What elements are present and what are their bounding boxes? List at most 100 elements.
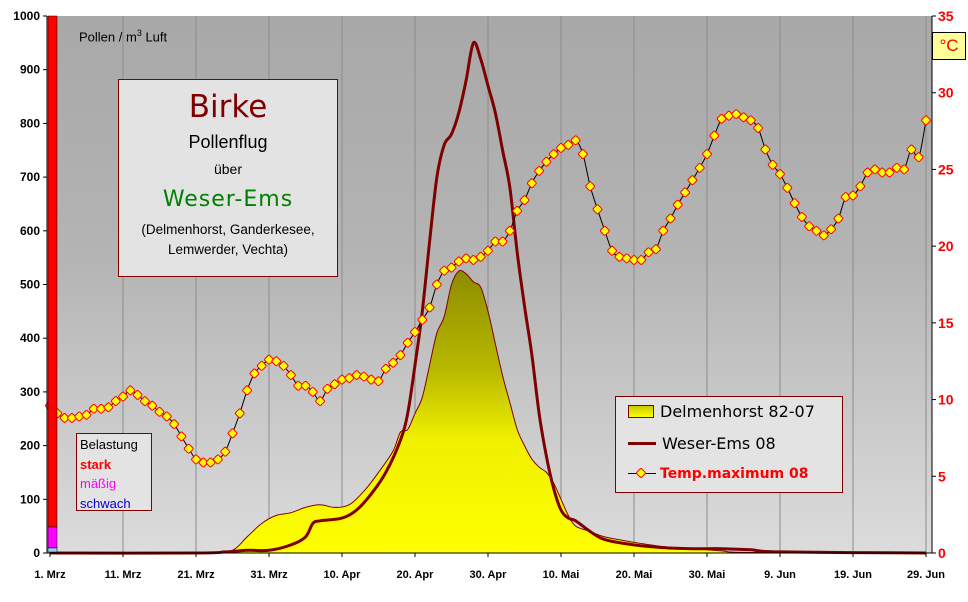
series-weser-ems-line bbox=[49, 40, 927, 555]
temp-marker bbox=[884, 167, 895, 178]
temp-marker bbox=[67, 413, 77, 423]
temp-marker bbox=[512, 206, 523, 216]
svg-text:11. Mrz: 11. Mrz bbox=[105, 569, 142, 581]
temp-marker bbox=[621, 253, 632, 264]
temp-marker bbox=[709, 130, 720, 141]
temp-marker bbox=[541, 156, 552, 167]
temp-marker bbox=[804, 221, 815, 232]
temp-marker bbox=[614, 252, 625, 262]
temp-marker bbox=[351, 370, 362, 380]
right-axis-ticks: 0 5 10 15 20 25 30 35 bbox=[932, 8, 954, 561]
temp-marker bbox=[592, 204, 603, 215]
temp-marker bbox=[74, 411, 85, 422]
temp-marker bbox=[337, 374, 347, 385]
temp-marker bbox=[629, 255, 639, 265]
temp-marker bbox=[906, 144, 917, 155]
temp-marker bbox=[797, 212, 807, 222]
temp-marker bbox=[300, 380, 311, 391]
temp-marker bbox=[490, 236, 501, 247]
svg-text:19. Jun: 19. Jun bbox=[834, 569, 872, 581]
temp-marker bbox=[519, 195, 530, 205]
svg-text:500: 500 bbox=[20, 278, 40, 292]
temp-marker bbox=[81, 410, 92, 420]
temp-marker bbox=[140, 396, 150, 406]
svg-text:31. Mrz: 31. Mrz bbox=[250, 569, 288, 581]
temp-marker bbox=[724, 110, 734, 121]
temp-marker bbox=[855, 181, 866, 192]
svg-text:9. Jun: 9. Jun bbox=[764, 569, 796, 581]
title-box: Birke Pollenflug über Weser-Ems (Delmenh… bbox=[118, 79, 338, 277]
temp-marker bbox=[877, 167, 888, 178]
svg-text:0: 0 bbox=[33, 546, 40, 560]
temp-marker bbox=[125, 385, 136, 396]
svg-text:30. Apr: 30. Apr bbox=[470, 569, 508, 581]
temp-marker bbox=[118, 391, 128, 402]
temp-marker bbox=[461, 253, 471, 264]
marker-swatch-icon bbox=[628, 467, 656, 481]
temp-marker bbox=[213, 454, 223, 465]
level-bar-strong bbox=[47, 15, 58, 528]
temp-marker bbox=[183, 443, 194, 454]
temp-marker bbox=[775, 169, 785, 179]
svg-text:1. Mrz: 1. Mrz bbox=[34, 569, 66, 581]
temp-marker bbox=[636, 255, 647, 265]
legend-item-delmenhorst: Delmenhorst 82-07 bbox=[628, 400, 815, 422]
temp-marker bbox=[599, 225, 610, 236]
chart-legend: Delmenhorst 82-07 Weser-Ems 08 Temp.maxi… bbox=[615, 396, 843, 493]
temp-marker bbox=[249, 368, 260, 379]
temp-marker bbox=[293, 380, 304, 391]
temp-marker bbox=[154, 407, 165, 417]
temp-marker bbox=[767, 159, 778, 170]
x-axis-ticks: 1. Mrz 11. Mrz 21. Mrz 31. Mrz 10. Apr 20. Ap… bbox=[34, 553, 945, 581]
temp-marker bbox=[672, 199, 683, 210]
temp-marker bbox=[607, 245, 617, 256]
svg-text:35: 35 bbox=[938, 8, 954, 24]
temp-marker bbox=[147, 400, 158, 411]
temp-marker bbox=[103, 402, 114, 413]
temp-marker bbox=[256, 360, 267, 371]
region-title: Weser-Ems bbox=[162, 187, 294, 212]
svg-text:15: 15 bbox=[938, 315, 954, 331]
temp-marker bbox=[921, 115, 931, 126]
temp-marker bbox=[380, 364, 391, 374]
line-swatch-icon bbox=[628, 441, 656, 445]
svg-text:200: 200 bbox=[20, 439, 40, 453]
temp-marker bbox=[220, 446, 231, 457]
temp-marker bbox=[811, 225, 822, 236]
temp-marker bbox=[286, 370, 296, 380]
temp-marker bbox=[497, 236, 508, 247]
svg-text:5: 5 bbox=[938, 468, 946, 484]
subtitle-over: über bbox=[213, 161, 243, 177]
temp-marker bbox=[432, 279, 442, 290]
temp-marker bbox=[694, 163, 705, 173]
temp-marker bbox=[702, 149, 712, 159]
temp-marker bbox=[402, 337, 413, 348]
level-weak: schwach bbox=[80, 495, 131, 511]
level-bar-moderate bbox=[47, 526, 58, 549]
temp-marker bbox=[315, 396, 325, 406]
temp-marker bbox=[570, 135, 581, 146]
temp-marker bbox=[651, 244, 661, 255]
temp-marker bbox=[329, 379, 340, 390]
level-bar-weak bbox=[47, 547, 58, 553]
temp-marker bbox=[913, 152, 924, 162]
legend-item-temp: Temp.maximum 08 bbox=[628, 463, 808, 485]
temp-marker bbox=[234, 408, 245, 419]
temp-marker bbox=[833, 213, 844, 224]
temp-marker bbox=[840, 192, 851, 202]
level-legend: Belastung stark mäßig schwach bbox=[76, 433, 152, 511]
temp-marker bbox=[505, 225, 515, 236]
temp-marker bbox=[271, 356, 282, 367]
temp-marker bbox=[665, 213, 676, 224]
area-swatch-icon bbox=[628, 404, 654, 418]
temp-marker bbox=[687, 175, 698, 185]
legend-item-weser-ems: Weser-Ems 08 bbox=[628, 432, 776, 454]
left-axis-ticks: 0 100 200 300 400 500 600 700 800 900 1000 bbox=[13, 9, 47, 560]
svg-text:30: 30 bbox=[938, 85, 954, 101]
svg-text:800: 800 bbox=[20, 116, 40, 130]
temp-marker bbox=[483, 245, 493, 256]
temp-marker bbox=[548, 149, 559, 159]
temp-marker bbox=[585, 181, 596, 192]
temp-markers bbox=[45, 109, 931, 468]
